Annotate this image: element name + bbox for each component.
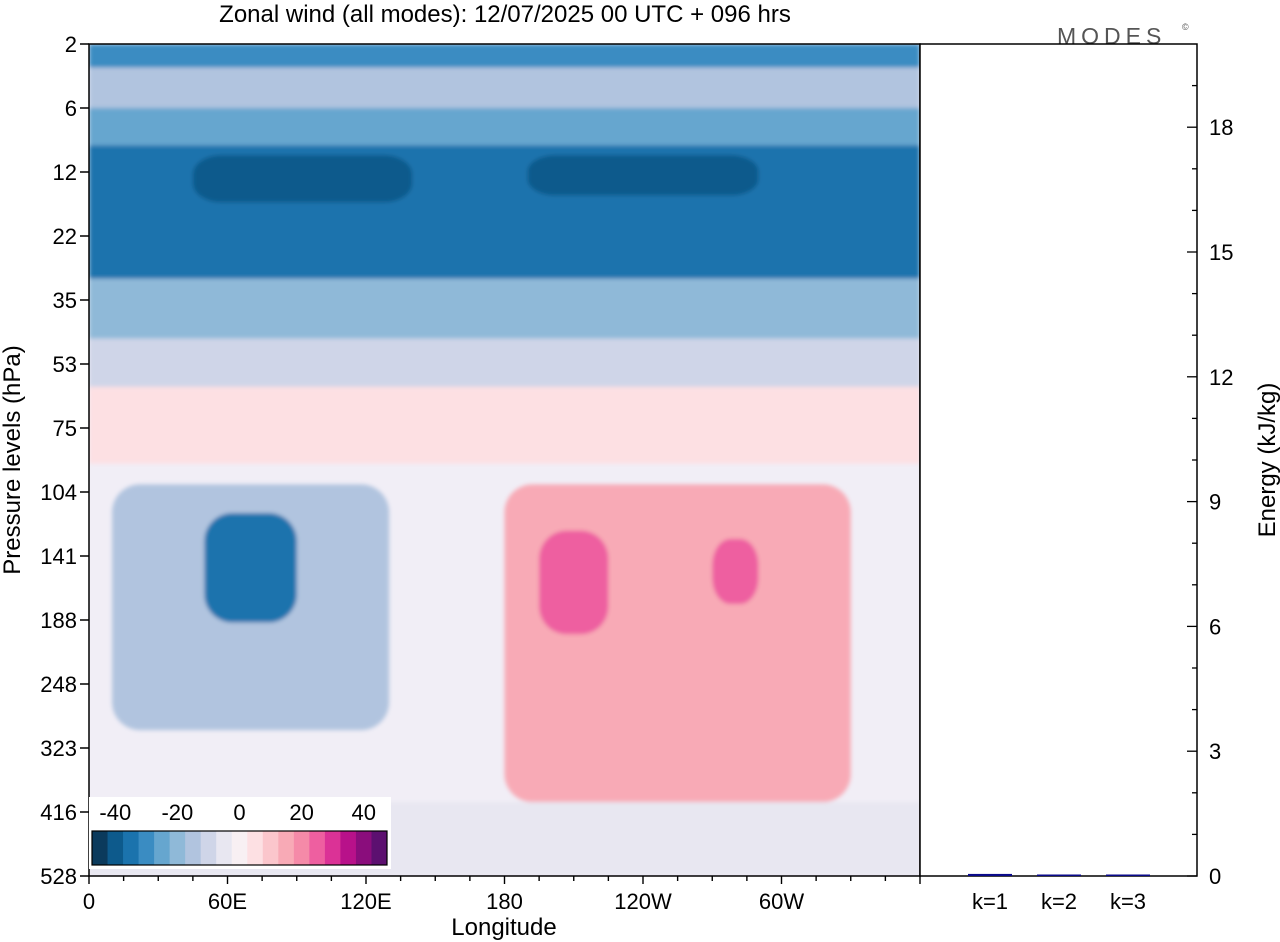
contour-region-5 [527, 155, 759, 196]
y-axis-label: Pressure levels (hPa) [0, 345, 26, 574]
colorbar-swatch [231, 831, 248, 865]
energy-tick-label: 0 [1209, 864, 1221, 889]
colorbar-label: 0 [233, 800, 245, 825]
contour-region-10 [204, 513, 297, 623]
contour-region-4 [192, 155, 413, 203]
pressure-tick-label: 104 [40, 480, 77, 505]
contour-region-7 [89, 338, 920, 387]
x-axis-label: Longitude [451, 914, 556, 941]
pressure-tick-label: 188 [40, 608, 77, 633]
colorbar-swatch [340, 831, 357, 865]
colorbar-label: 40 [351, 800, 375, 825]
pressure-tick-label: 53 [53, 352, 77, 377]
contour-region-12 [539, 530, 609, 635]
longitude-tick-label: 60W [759, 889, 804, 914]
pressure-tick-label: 6 [65, 96, 77, 121]
longitude-tick-label: 0 [83, 889, 95, 914]
colorbar-swatch [371, 831, 388, 865]
wavenumber-label: k=2 [1041, 889, 1077, 914]
longitude-tick-label: 180 [486, 889, 523, 914]
colorbar-frame [91, 830, 388, 866]
longitude-axis: 0 60E 120E 180 120W 60W [83, 876, 921, 914]
colorbar-label: -40 [99, 800, 131, 825]
pressure-tick-label: 75 [53, 416, 77, 441]
colorbar-swatch [216, 831, 233, 865]
energy-axis: 0 3 6 9 12 15 18 [1187, 84, 1233, 889]
logo-mark: © [1182, 22, 1189, 32]
energy-tick-label: 9 [1209, 490, 1221, 515]
energy-axis-label: Energy (kJ/kg) [1254, 383, 1280, 538]
contour-region-2 [89, 108, 920, 146]
colorbar-swatch [355, 831, 372, 865]
longitude-tick-label: 120E [340, 889, 391, 914]
longitude-tick-label: 60E [208, 889, 247, 914]
contour-region-1 [89, 67, 920, 108]
energy-tick-label: 18 [1209, 115, 1233, 140]
colorbar-swatch [247, 831, 264, 865]
pressure-tick-label: 416 [40, 800, 77, 825]
energy-bars [968, 873, 1150, 876]
colorbar-label: -20 [161, 800, 193, 825]
colorbar-swatch [138, 831, 155, 865]
colorbar-swatch [309, 831, 326, 865]
pressure-tick-label: 2 [65, 32, 77, 57]
energy-bar-k=2 [1037, 874, 1081, 876]
energy-panel-frame [919, 43, 1198, 877]
energy-tick-label: 12 [1209, 365, 1233, 390]
contour-region-13 [712, 538, 759, 605]
pressure-tick-label: 22 [53, 224, 77, 249]
energy-tick-label: 15 [1209, 240, 1233, 265]
contour-region-11 [504, 484, 851, 803]
contour-region-0 [89, 44, 920, 68]
pressure-tick-label: 35 [53, 288, 77, 313]
colorbar-swatch [293, 831, 310, 865]
colorbar-swatch [278, 831, 295, 865]
colorbar-swatch [154, 831, 171, 865]
colorbar-label: 20 [289, 800, 313, 825]
pressure-tick-label: 141 [40, 544, 77, 569]
contour-region-8 [89, 386, 920, 464]
energy-tick-label: 6 [1209, 614, 1221, 639]
energy-tick-label: 3 [1209, 739, 1221, 764]
colorbar-swatch [123, 831, 140, 865]
pressure-tick-label: 323 [40, 736, 77, 761]
colorbar-swatch [107, 831, 124, 865]
longitude-tick-label: 120W [614, 889, 672, 914]
wavenumber-label: k=3 [1110, 889, 1146, 914]
colorbar: -40 -20 0 20 40 [89, 797, 391, 869]
contour-region-6 [89, 278, 920, 339]
colorbar-swatch [200, 831, 217, 865]
wavenumber-label: k=1 [972, 889, 1008, 914]
colorbar-swatch [169, 831, 186, 865]
wavenumber-labels: k=1 k=2 k=3 [972, 889, 1146, 914]
pressure-tick-label: 248 [40, 672, 77, 697]
pressure-axis: 2 6 12 22 35 53 75 104 141 188 248 323 416 528 [40, 32, 89, 889]
colorbar-swatch [92, 831, 109, 865]
colorbar-swatch [324, 831, 341, 865]
colorbar-swatch [262, 831, 279, 865]
chart-title: Zonal wind (all modes): 12/07/2025 00 UT… [219, 1, 791, 28]
pressure-tick-label: 528 [40, 864, 77, 889]
energy-panel: 0 3 6 9 12 15 18 k=1 k=2 k=3 Energy (kJ/kg) [919, 43, 1280, 914]
colorbar-swatch [185, 831, 202, 865]
pressure-tick-label: 12 [53, 160, 77, 185]
energy-bar-k=1 [968, 873, 1012, 876]
energy-bar-k=3 [1106, 874, 1150, 876]
colorbar-swatches [92, 831, 388, 865]
colorbar-labels: -40 -20 0 20 40 [99, 800, 376, 825]
